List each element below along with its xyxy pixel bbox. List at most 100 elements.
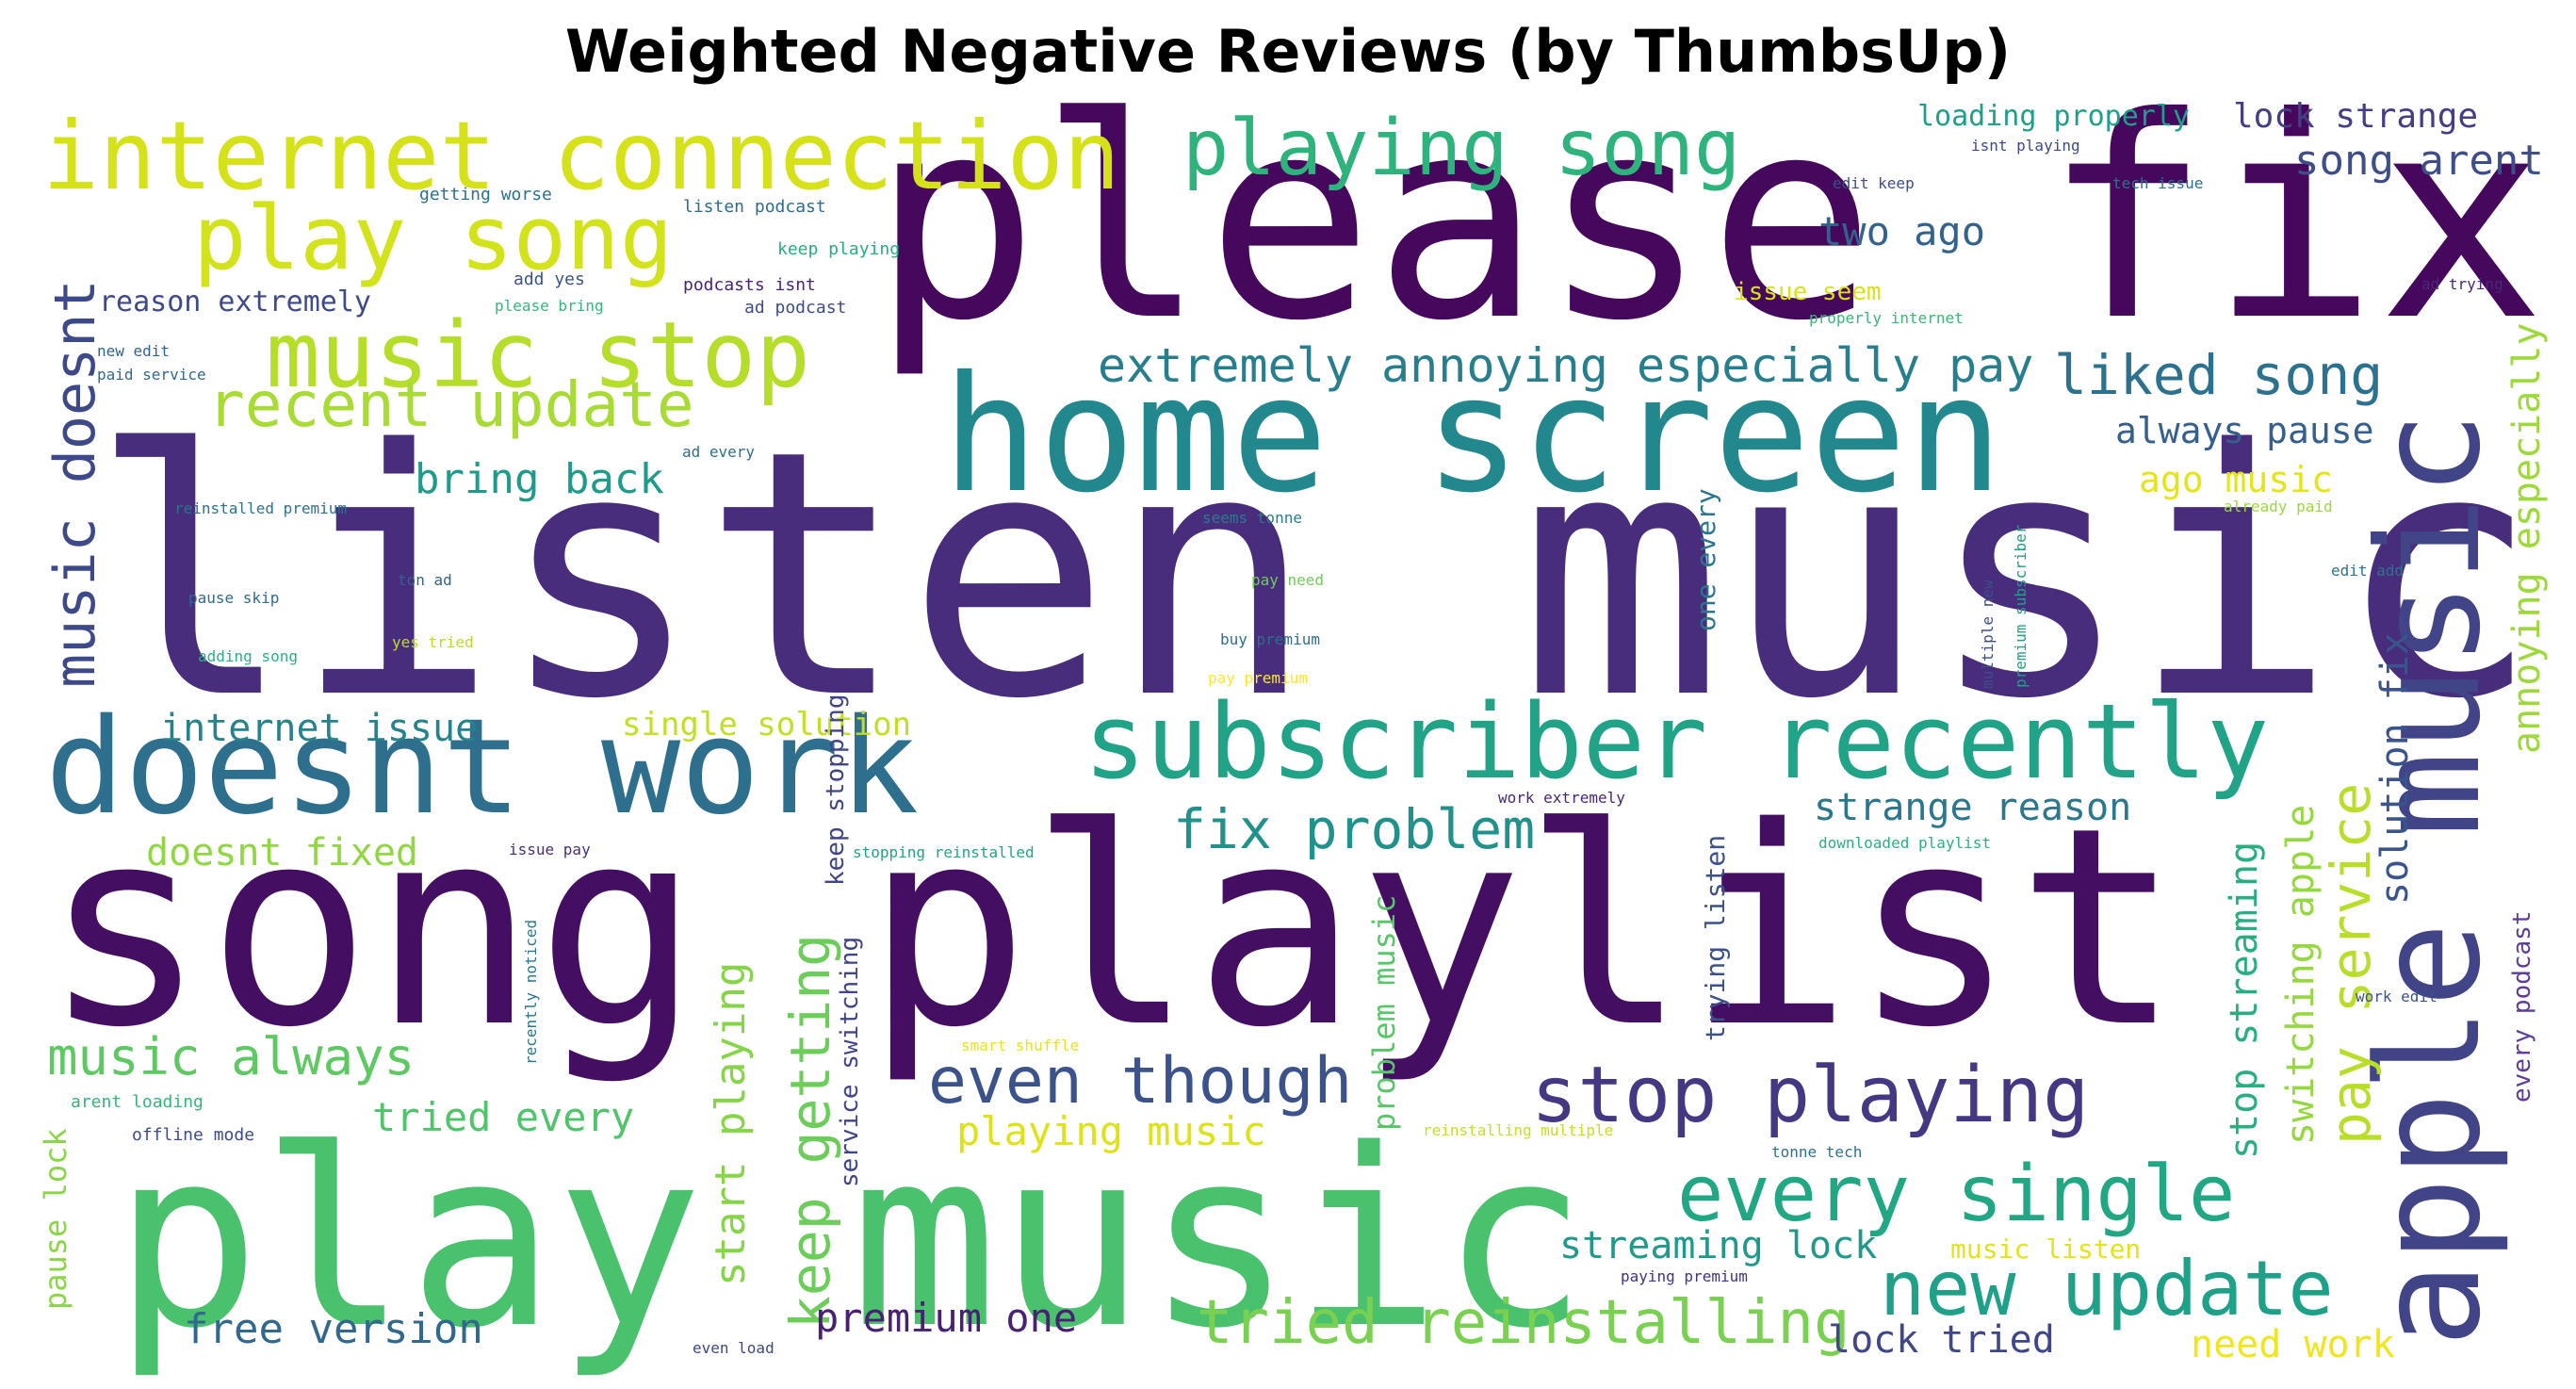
word-arent-loading: arent loading bbox=[71, 1092, 204, 1112]
word-premium-subscriber: premium subscriber bbox=[2012, 524, 2030, 688]
word-ad-podcast: ad podcast bbox=[744, 298, 846, 318]
word-streaming-lock: streaming lock bbox=[1559, 1224, 1877, 1267]
word-buy-premium: buy premium bbox=[1220, 630, 1320, 648]
word-one-every: one every bbox=[1690, 488, 1721, 631]
word-new-update: new update bbox=[1880, 1245, 2334, 1332]
word-pay-service: pay service bbox=[2319, 783, 2383, 1145]
word-offline-mode: offline mode bbox=[132, 1125, 254, 1145]
word-music-always: music always bbox=[47, 1027, 415, 1087]
word-trying-listen: trying listen bbox=[1700, 835, 1731, 1041]
word-music-listen: music listen bbox=[1950, 1234, 2141, 1265]
word-problem-music: problem music bbox=[1366, 895, 1402, 1131]
word-single-solution: single solution bbox=[622, 706, 911, 744]
word-paying-premium: paying premium bbox=[1621, 1267, 1748, 1285]
word-yes-tried: yes tried bbox=[392, 633, 474, 651]
word-solution-fix: solution fix bbox=[2373, 632, 2417, 905]
word-even-though: even though bbox=[928, 1044, 1352, 1119]
word-fix-problem: fix problem bbox=[1173, 797, 1535, 861]
word-stopping-reinstalled: stopping reinstalled bbox=[853, 843, 1035, 861]
word-keep-stopping: keep stopping bbox=[822, 694, 850, 887]
word-every-single: every single bbox=[1677, 1150, 2235, 1239]
word-work-edit: work edit bbox=[2356, 988, 2437, 1005]
word-song-playlist: song playlist bbox=[42, 770, 2181, 1087]
word-podcasts-isnt: podcasts isnt bbox=[683, 275, 816, 295]
word-lock-tried: lock tried bbox=[1828, 1318, 2055, 1362]
word-even-load: even load bbox=[693, 1339, 774, 1357]
word-tried-reinstalling: tried reinstalling bbox=[1197, 1288, 1850, 1358]
word-issue-pay: issue pay bbox=[509, 841, 591, 858]
word-isnt-playing: isnt playing bbox=[1971, 137, 2080, 155]
word-free-version: free version bbox=[184, 1305, 483, 1353]
word-play-music: play music bbox=[113, 1098, 1588, 1382]
word-getting-worse: getting worse bbox=[419, 185, 552, 204]
word-tech-issue: tech issue bbox=[2112, 174, 2203, 192]
word-tonne-tech: tonne tech bbox=[1771, 1143, 1862, 1161]
chart-title: Weighted Negative Reviews (by ThumbsUp) bbox=[564, 17, 2012, 86]
word-internet-issue: internet issue bbox=[160, 707, 478, 750]
word-reason-extremely: reason extremely bbox=[99, 286, 371, 319]
word-tried-every: tried every bbox=[372, 1094, 634, 1140]
word-stop-playing: stop playing bbox=[1531, 1051, 2089, 1140]
word-doesnt-fixed: doesnt fixed bbox=[146, 831, 418, 874]
word-listen-podcast: listen podcast bbox=[683, 197, 826, 217]
word-subscriber-recently: subscriber recently bbox=[1084, 681, 2269, 802]
word-listen-music: listen music bbox=[90, 378, 2540, 773]
word-music-stop: music stop bbox=[266, 302, 810, 408]
word-liked-song: liked song bbox=[2054, 343, 2383, 407]
word-playing-music: playing music bbox=[956, 1108, 1266, 1154]
word-loading-properly: loading properly bbox=[1917, 100, 2190, 133]
word-playing-song: playing song bbox=[1182, 104, 1740, 193]
word-annoying-especially: annoying especially bbox=[2505, 322, 2549, 754]
word-paid-service: paid service bbox=[97, 366, 206, 384]
word-smart-shuffle: smart shuffle bbox=[961, 1037, 1079, 1054]
word-adding-song: adding song bbox=[198, 647, 298, 665]
word-new-edit: new edit bbox=[97, 342, 170, 360]
word-service-switching: service switching bbox=[836, 937, 864, 1187]
word-lock-strange: lock strange bbox=[2233, 97, 2478, 136]
word-pay-premium: pay premium bbox=[1208, 669, 1308, 687]
word-reinstalled-premium: reinstalled premium bbox=[174, 499, 347, 517]
word-pause-lock: pause lock bbox=[38, 1128, 73, 1310]
word-strange-reason: strange reason bbox=[1814, 786, 2131, 829]
word-play-song: play song bbox=[193, 188, 673, 290]
word-edit-add: edit add bbox=[2331, 562, 2404, 580]
word-start-playing: start playing bbox=[707, 962, 755, 1286]
word-work-extremely: work extremely bbox=[1498, 789, 1625, 807]
word-properly-internet: properly internet bbox=[1809, 309, 1964, 327]
word-keep-getting: keep getting bbox=[778, 934, 842, 1329]
word-reinstalling-multiple: reinstalling multiple bbox=[1423, 1121, 1613, 1139]
word-recent-update: recent update bbox=[207, 368, 694, 441]
word-always-pause: always pause bbox=[2115, 410, 2374, 451]
word-ton-ad: ton ad bbox=[398, 571, 452, 589]
word-switching-apple: switching apple bbox=[2279, 805, 2323, 1145]
word-extremely-annoying-especially-pay: extremely annoying especially pay bbox=[1098, 338, 2033, 393]
word-internet-connection: internet connection bbox=[42, 101, 1120, 211]
word-ad-trying: ad trying bbox=[2421, 275, 2503, 293]
word-downloaded-playlist: downloaded playlist bbox=[1818, 834, 1991, 852]
word-pause-skip: pause skip bbox=[188, 589, 279, 607]
word-premium-one: premium one bbox=[815, 1295, 1077, 1341]
word-please-bring: please bring bbox=[495, 297, 604, 315]
word-edit-keep: edit keep bbox=[1833, 174, 1915, 192]
word-music-doesnt: music doesnt bbox=[42, 280, 108, 688]
word-multiple-new: multiple new bbox=[1979, 580, 1997, 689]
word-ad-every: ad every bbox=[682, 443, 755, 461]
word-please-fix: please fix bbox=[872, 57, 2545, 382]
word-recently-noticed: recently noticed bbox=[522, 920, 540, 1065]
word-every-podcast: every podcast bbox=[2508, 911, 2536, 1103]
word-bring-back: bring back bbox=[415, 455, 664, 503]
word-doesnt-work: doesnt work bbox=[45, 691, 919, 844]
word-issue-seem: issue seem bbox=[1734, 278, 1882, 306]
word-ago-music: ago music bbox=[2139, 459, 2333, 500]
word-song-arent: song arent bbox=[2294, 137, 2544, 185]
word-two-ago: two ago bbox=[1818, 208, 1985, 254]
word-seems-tonne: seems tonne bbox=[1202, 509, 1302, 527]
word-pay-need: pay need bbox=[1251, 571, 1324, 589]
word-keep-playing: keep playing bbox=[777, 239, 900, 259]
word-add-yes: add yes bbox=[514, 270, 585, 289]
word-home-screen: home screen bbox=[942, 342, 2003, 529]
word-already-paid: already paid bbox=[2224, 498, 2333, 515]
word-need-work: need work bbox=[2191, 1323, 2395, 1366]
word-stop-streaming: stop streaming bbox=[2223, 842, 2266, 1159]
